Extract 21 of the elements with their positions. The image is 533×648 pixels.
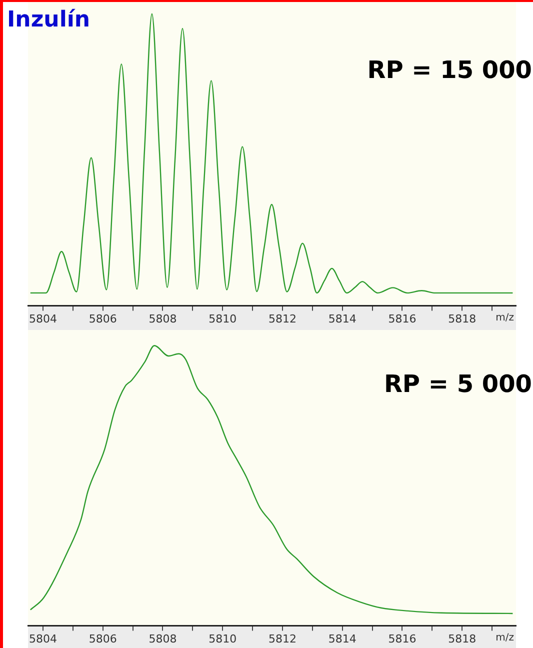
x-tick-label: 5814 xyxy=(328,632,356,646)
chart-title: Inzulín xyxy=(7,8,90,33)
x-tick-label: 5812 xyxy=(268,312,296,326)
annotation: RP = 5 000 xyxy=(384,370,532,398)
x-axis-title: m/z xyxy=(496,632,514,644)
x-tick-label: 5810 xyxy=(208,312,237,326)
x-tick-label: 5818 xyxy=(448,312,476,326)
x-tick-label: 5806 xyxy=(88,632,117,646)
x-tick-label: 5812 xyxy=(268,632,296,646)
x-tick-label: 5804 xyxy=(28,632,57,646)
annotation: RP = 15 000 xyxy=(367,56,532,84)
x-tick-label: 5814 xyxy=(328,312,356,326)
x-tick-label: 5816 xyxy=(388,632,416,646)
x-tick-label: 5806 xyxy=(88,312,117,326)
x-tick-label: 5804 xyxy=(28,312,57,326)
x-tick-label: 5816 xyxy=(388,312,416,326)
x-tick-label: 5808 xyxy=(148,312,177,326)
x-tick-label: 5810 xyxy=(208,632,237,646)
x-tick-label: 5808 xyxy=(148,632,177,646)
x-axis-title: m/z xyxy=(496,312,514,324)
x-tick-label: 5818 xyxy=(448,632,476,646)
